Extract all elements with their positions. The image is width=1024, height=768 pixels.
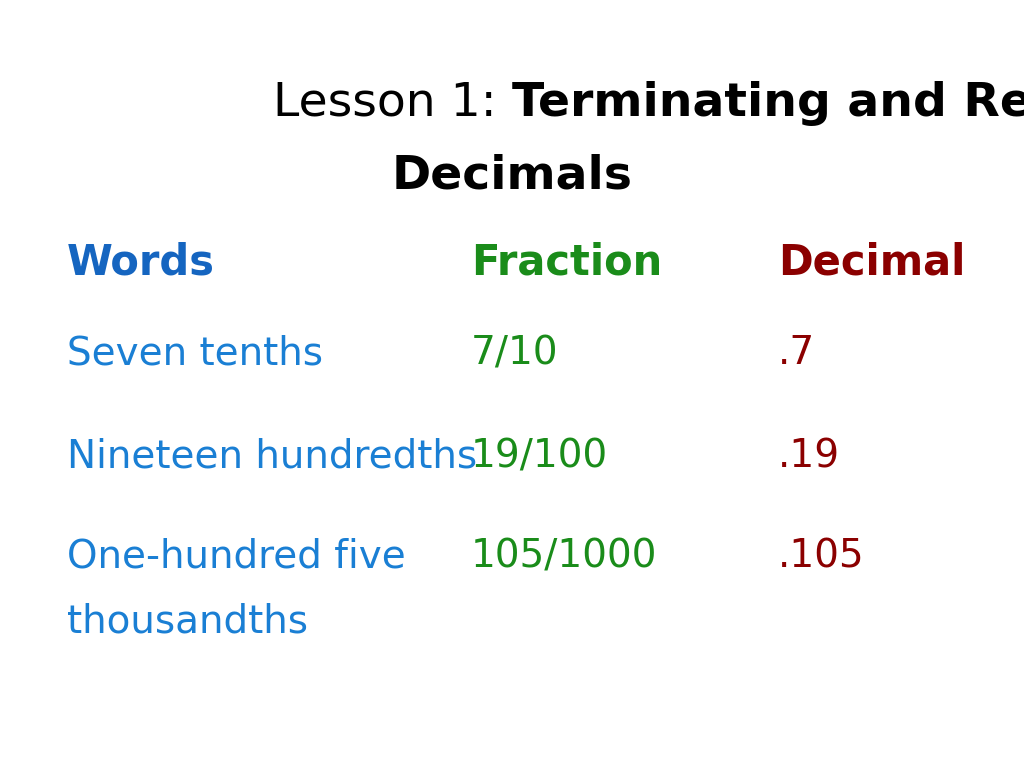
Text: 19/100: 19/100 — [471, 438, 608, 475]
Text: thousandths: thousandths — [67, 603, 307, 641]
Text: Terminating and Repeating: Terminating and Repeating — [512, 81, 1024, 126]
Text: One-hundred five: One-hundred five — [67, 538, 406, 575]
Text: Fraction: Fraction — [471, 242, 663, 284]
Text: 7/10: 7/10 — [471, 334, 559, 372]
Text: Nineteen hundredths: Nineteen hundredths — [67, 438, 477, 475]
Text: .19: .19 — [778, 438, 841, 475]
Text: 105/1000: 105/1000 — [471, 538, 657, 575]
Text: Decimals: Decimals — [391, 154, 633, 199]
Text: Lesson 1:: Lesson 1: — [273, 81, 512, 126]
Text: Words: Words — [67, 242, 215, 284]
Text: Decimal: Decimal — [778, 242, 966, 284]
Text: .7: .7 — [778, 334, 815, 372]
Text: Seven tenths: Seven tenths — [67, 334, 323, 372]
Text: .105: .105 — [778, 538, 865, 575]
